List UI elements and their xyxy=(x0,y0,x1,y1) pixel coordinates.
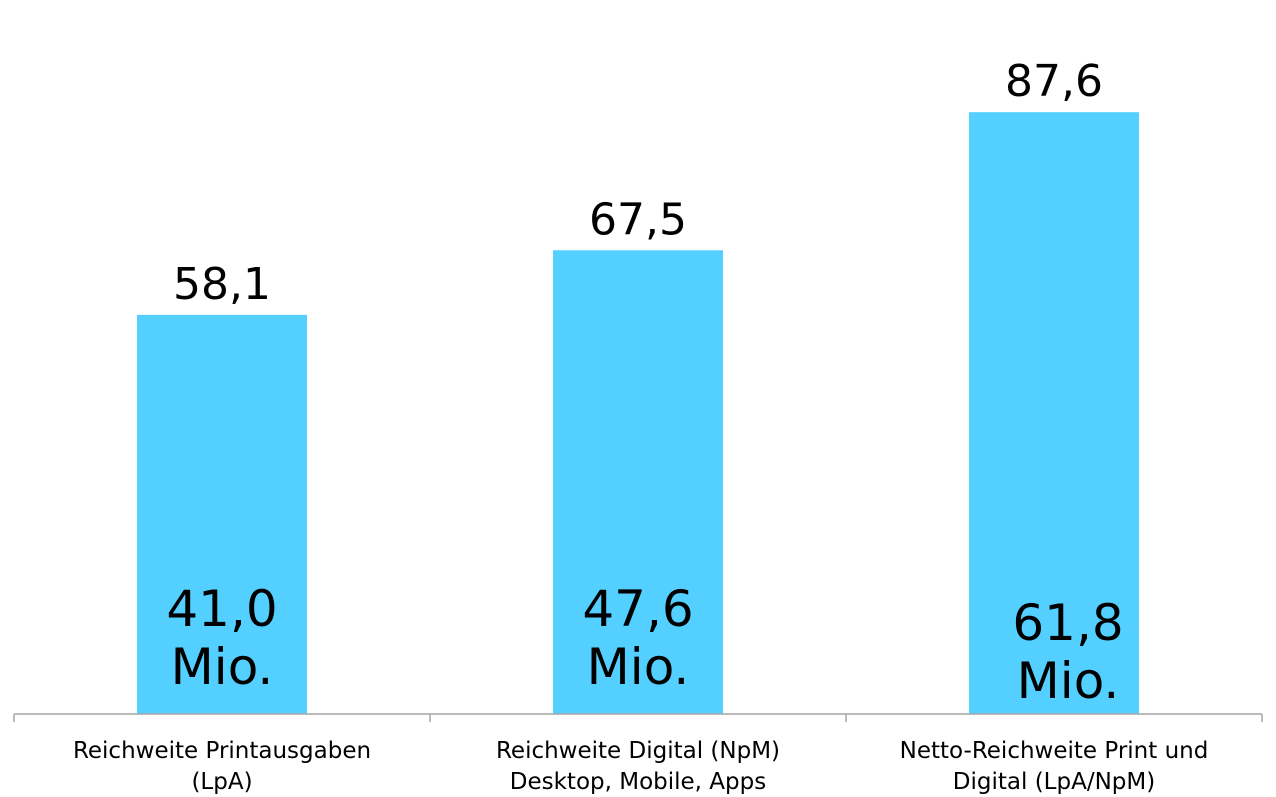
category-label-line2: Digital (LpA/NpM) xyxy=(953,769,1155,795)
bar-inner-label-line2: Mio. xyxy=(1017,652,1120,710)
bar xyxy=(969,112,1139,715)
category-label-line1: Reichweite Digital (NpM) xyxy=(496,738,780,764)
x-axis xyxy=(13,713,1263,722)
bar-inner-label-line2: Mio. xyxy=(171,638,274,696)
bar-inner-label-line1: 47,6 xyxy=(582,580,693,638)
bar-inner-label-line2: Mio. xyxy=(587,638,690,696)
category-label-line1: Netto-Reichweite Print und xyxy=(900,738,1209,764)
bar xyxy=(553,250,723,714)
category-label-line1: Reichweite Printausgaben xyxy=(73,738,371,764)
bars-group xyxy=(137,112,1139,715)
bar-value-label: 58,1 xyxy=(173,259,271,310)
category-label-line2: Desktop, Mobile, Apps xyxy=(510,769,766,795)
bar xyxy=(137,314,307,714)
bar-value-label: 87,6 xyxy=(1005,56,1103,107)
bar-inner-label-line1: 61,8 xyxy=(1012,594,1123,652)
bar-value-label: 67,5 xyxy=(589,194,687,245)
category-label-line2: (LpA) xyxy=(191,769,252,795)
bar-inner-label-line1: 41,0 xyxy=(166,580,277,638)
